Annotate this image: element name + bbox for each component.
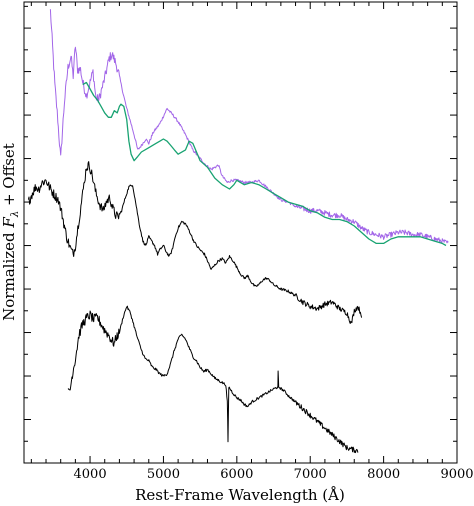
x-tick-label: 7000 <box>294 467 327 482</box>
y-axis-title: Normalized Fλ + Offset <box>0 143 21 321</box>
spectrum-line-1 <box>49 9 449 244</box>
spectrum-line-4 <box>67 305 359 454</box>
series-layer <box>27 9 449 454</box>
axis-ticks <box>24 2 458 463</box>
spectrum-line-3 <box>27 161 363 324</box>
x-tick-labels: 4000 5000 6000 7000 8000 9000 <box>74 467 474 482</box>
x-tick-label: 6000 <box>220 467 253 482</box>
x-tick-label: 9000 <box>440 467 473 482</box>
plot-frame <box>23 1 458 464</box>
x-tick-label: 4000 <box>74 467 107 482</box>
x-tick-label: 5000 <box>147 467 180 482</box>
spectrum-line-2 <box>82 81 447 247</box>
x-axis-title: Rest-Frame Wavelength (Å) <box>135 486 345 504</box>
x-tick-label: 8000 <box>367 467 400 482</box>
